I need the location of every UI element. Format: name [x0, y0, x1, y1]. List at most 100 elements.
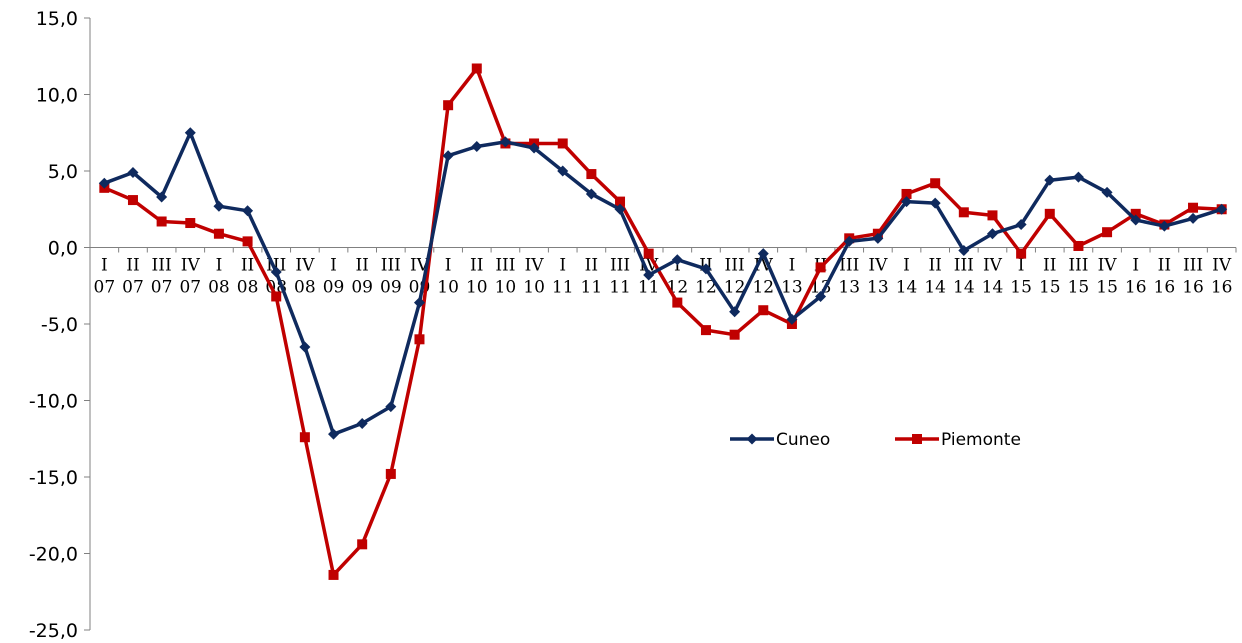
x-tick-quarter: I	[903, 256, 910, 276]
x-tick-year: 07	[151, 278, 173, 298]
cuneo-point	[1130, 214, 1142, 226]
piemonte-point	[1130, 208, 1141, 219]
cuneo-point	[585, 188, 597, 200]
piemonte-point	[185, 218, 196, 229]
cuneo-point	[213, 200, 225, 212]
series-layer	[98, 63, 1228, 580]
piemonte-point	[1188, 202, 1199, 213]
x-tick-quarter: II	[470, 256, 483, 276]
cuneo-point	[1187, 212, 1199, 224]
piemonte-point	[672, 297, 683, 308]
x-tick-year: 16	[1211, 278, 1233, 298]
x-tick-year: 11	[581, 278, 603, 298]
x-tick-year: 16	[1125, 278, 1147, 298]
x-tick-year: 10	[495, 278, 517, 298]
cuneo-point	[643, 269, 655, 281]
x-tick-quarter: III	[381, 256, 401, 276]
x-tick-quarter: I	[559, 256, 566, 276]
x-tick-quarter: III	[1068, 256, 1088, 276]
piemonte-point	[586, 169, 597, 180]
piemonte-point	[1016, 248, 1027, 259]
piemonte-point	[242, 236, 253, 247]
y-axis: 15,0 10,0 5,0 0,0 -5,0 -10,0 -15,0 -20,0 -25,0	[29, 8, 91, 642]
piemonte-point	[328, 569, 339, 580]
cuneo-point	[929, 197, 941, 209]
x-tick-quarter: IV	[1098, 256, 1118, 276]
piemonte-point	[930, 178, 941, 189]
cuneo-point	[127, 167, 139, 179]
x-tick-year: 11	[552, 278, 574, 298]
x-tick-quarter: IV	[868, 256, 888, 276]
y-tick-label: -5,0	[41, 314, 78, 336]
cuneo-point	[471, 141, 483, 153]
cuneo-point	[1072, 171, 1084, 183]
cuneo-point	[843, 235, 855, 247]
y-tick-label: -20,0	[29, 544, 78, 566]
piemonte-point	[471, 63, 482, 74]
piemonte-point	[987, 210, 998, 221]
piemonte-point	[1102, 227, 1113, 238]
x-tick-year: 10	[437, 278, 459, 298]
x-tick-quarter: I	[330, 256, 337, 276]
x-tick-quarter: IV	[983, 256, 1003, 276]
x-tick-year: 15	[1096, 278, 1118, 298]
cuneo-point	[958, 245, 970, 257]
cuneo-point	[528, 142, 540, 154]
cuneo-point	[242, 205, 254, 217]
cuneo-point	[671, 254, 683, 266]
piemonte-point	[1044, 208, 1055, 219]
x-tick-year: 15	[1010, 278, 1032, 298]
y-tick-label: -10,0	[29, 391, 78, 413]
x-tick-quarter: I	[216, 256, 223, 276]
x-tick-year: 12	[752, 278, 774, 298]
piemonte-point	[1073, 240, 1084, 251]
piemonte-point	[643, 248, 654, 259]
x-tick-year: 08	[237, 278, 259, 298]
cuneo-point	[156, 191, 168, 203]
x-tick-quarter: I	[445, 256, 452, 276]
legend-label: Piemonte	[941, 430, 1021, 450]
legend: Cuneo Piemonte	[730, 430, 1021, 450]
x-tick-year: 07	[179, 278, 201, 298]
x-tick-year: 09	[323, 278, 345, 298]
x-tick-year: 07	[122, 278, 144, 298]
cuneo-point	[499, 136, 511, 148]
x-tick-quarter: I	[674, 256, 681, 276]
cuneo-point	[901, 196, 913, 208]
cuneo-point	[385, 401, 397, 413]
x-tick-year: 14	[896, 278, 918, 298]
x-tick-year: 16	[1182, 278, 1204, 298]
piemonte-point	[901, 188, 912, 199]
piemonte-point	[213, 228, 224, 239]
cuneo-point	[1015, 219, 1027, 231]
y-tick-label: 5,0	[48, 161, 78, 183]
x-tick-quarter: IV	[1212, 256, 1232, 276]
cuneo-line	[103, 131, 1223, 436]
x-tick-quarter: I	[1018, 256, 1025, 276]
piemonte-point	[443, 100, 454, 111]
y-tick-label: 15,0	[36, 8, 78, 30]
legend-item-cuneo: Cuneo	[730, 430, 830, 450]
x-tick-year: 14	[953, 278, 975, 298]
series-cuneo	[98, 127, 1228, 440]
x-tick-quarter: IV	[181, 256, 201, 276]
x-tick-year: 10	[466, 278, 488, 298]
x-axis: I07II07III07IV07I08II08III08IV08I09II09I…	[89, 247, 1237, 298]
x-tick-quarter: I	[1132, 256, 1139, 276]
cuneo-point	[757, 248, 769, 260]
piemonte-line	[103, 66, 1222, 577]
piemonte-point	[729, 329, 740, 340]
x-tick-quarter: III	[839, 256, 859, 276]
x-tick-year: 09	[380, 278, 402, 298]
piemonte-point	[385, 468, 396, 479]
piemonte-point	[156, 216, 167, 227]
cuneo-point	[614, 203, 626, 215]
x-tick-year: 14	[924, 278, 946, 298]
x-tick-year: 13	[867, 278, 889, 298]
x-tick-quarter: III	[954, 256, 974, 276]
x-tick-quarter: II	[355, 256, 368, 276]
x-tick-quarter: II	[928, 256, 941, 276]
x-tick-year: 13	[838, 278, 860, 298]
x-tick-quarter: I	[789, 256, 796, 276]
